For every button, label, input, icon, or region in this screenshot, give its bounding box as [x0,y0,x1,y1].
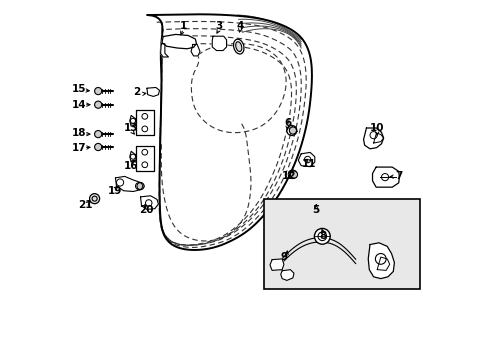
Text: 14: 14 [71,100,86,110]
Polygon shape [147,87,159,96]
Polygon shape [136,146,153,171]
Circle shape [94,87,102,95]
Polygon shape [269,259,284,270]
Polygon shape [115,176,144,192]
Circle shape [89,194,100,204]
Polygon shape [140,196,158,210]
Circle shape [94,143,102,150]
Text: 12: 12 [282,171,296,181]
Polygon shape [129,151,136,162]
Polygon shape [147,14,311,250]
Circle shape [314,228,329,244]
Circle shape [94,131,102,138]
Text: 8: 8 [319,231,326,240]
Text: 18: 18 [71,129,86,138]
Polygon shape [129,116,136,126]
Text: 19: 19 [108,186,122,197]
Polygon shape [162,35,196,49]
Text: 13: 13 [124,123,139,133]
Text: 7: 7 [394,171,402,181]
Text: 3: 3 [215,21,223,31]
Bar [264,199,419,289]
Text: 20: 20 [139,206,153,216]
Circle shape [94,101,102,108]
Polygon shape [212,36,226,50]
Circle shape [137,183,144,190]
Text: 2: 2 [133,87,140,97]
Circle shape [289,127,296,134]
Text: 10: 10 [369,123,384,133]
Text: 17: 17 [71,143,86,153]
Text: 21: 21 [78,200,92,210]
Text: 5: 5 [312,206,319,216]
Polygon shape [372,167,399,187]
Polygon shape [136,110,153,135]
Polygon shape [367,243,394,279]
Text: 11: 11 [301,159,316,169]
Ellipse shape [233,39,244,54]
Ellipse shape [235,42,242,51]
Text: 1: 1 [180,21,187,31]
Polygon shape [280,270,293,280]
Polygon shape [160,44,168,57]
Text: 6: 6 [284,118,290,128]
Polygon shape [363,128,383,149]
Polygon shape [191,44,200,56]
Text: 16: 16 [124,161,139,171]
Polygon shape [298,152,314,167]
Text: 9: 9 [280,252,287,262]
Text: 15: 15 [71,84,86,94]
Circle shape [290,171,297,178]
Text: 4: 4 [236,21,244,31]
